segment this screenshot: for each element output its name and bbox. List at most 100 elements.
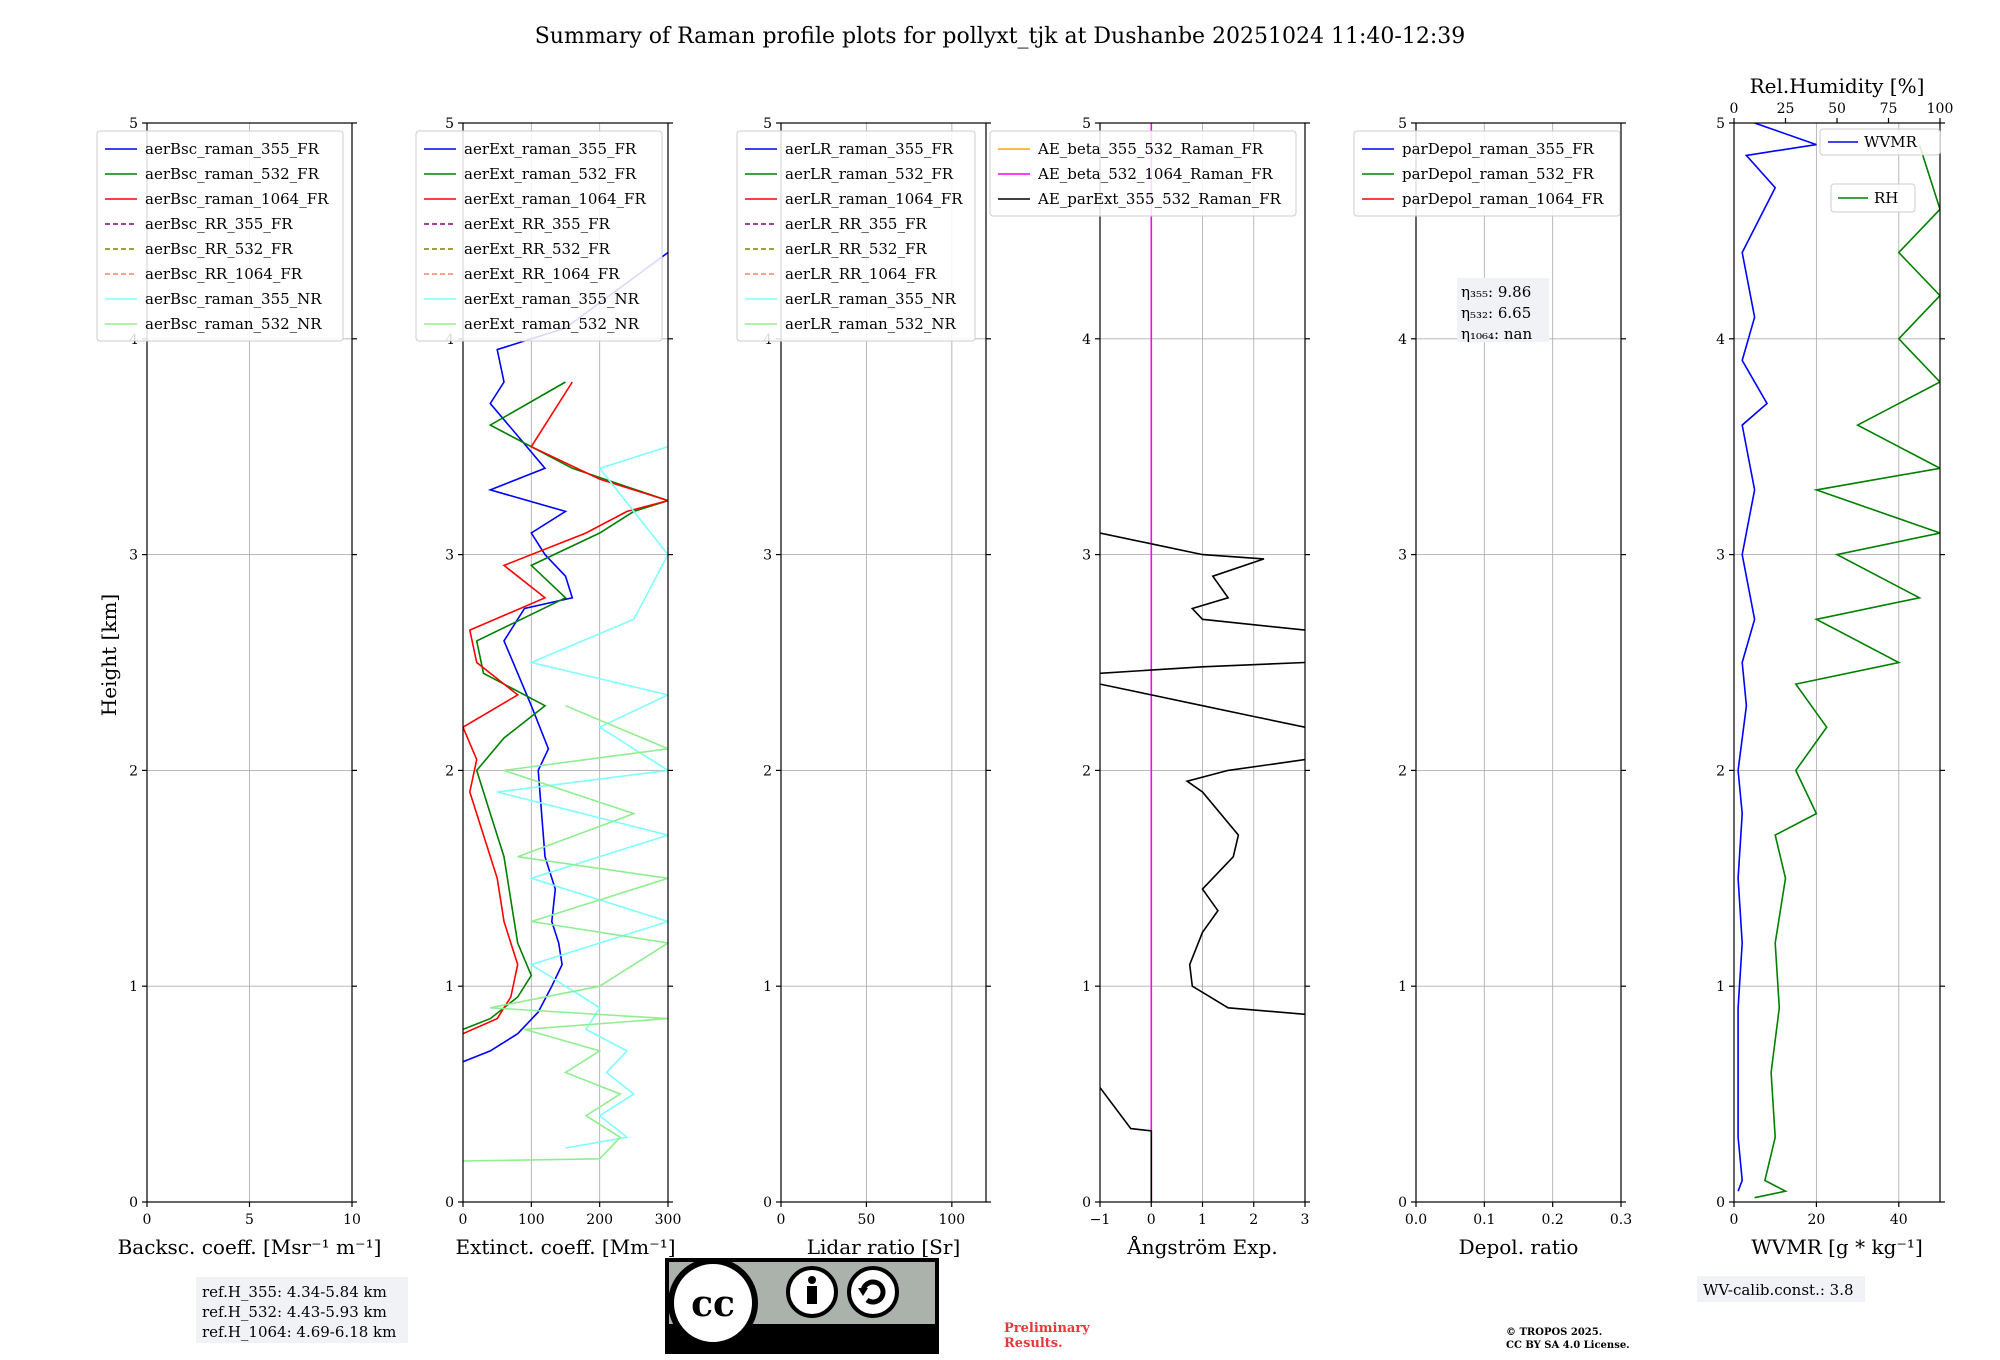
legend-label: aerExt_raman_1064_FR xyxy=(464,190,646,208)
legend-label: aerBsc_raman_1064_FR xyxy=(145,190,329,208)
y-tick-label: 4 xyxy=(1716,332,1725,348)
y-tick-label: 5 xyxy=(1398,116,1407,132)
x2-tick-label: 50 xyxy=(1828,101,1846,117)
panel-depol: 0 1 2 3 4 5 0.0 0.1 0.2 0.3 Depol. ratio parDepol_r… xyxy=(1353,116,1632,1259)
x2-tick-label: 0 xyxy=(1730,101,1739,117)
x-axis-label-wvmr: WVMR [g * kg⁻¹] xyxy=(1751,1235,1923,1259)
series-aerExt_raman_532_NR xyxy=(463,704,668,1162)
axes-frame xyxy=(780,122,987,1203)
y-tick-label: 0 xyxy=(445,1195,454,1211)
x-tick-label: 1 xyxy=(1198,1212,1207,1228)
legend-label: RH xyxy=(1874,189,1898,207)
y-tick-label: 0 xyxy=(129,1195,138,1211)
x-tick-label: 40 xyxy=(1890,1212,1908,1228)
y-tick-label: 1 xyxy=(1082,979,1091,995)
legend-label: AE_beta_355_532_Raman_FR xyxy=(1037,140,1264,158)
svg-text:cc: cc xyxy=(691,1283,735,1325)
x-tick-label: 0.0 xyxy=(1405,1212,1427,1228)
y-tick-label: 5 xyxy=(1716,116,1725,132)
legend-label: aerLR_raman_532_NR xyxy=(785,315,956,333)
cc-license-badge: cc BY SA xyxy=(665,1258,939,1354)
series-group xyxy=(1100,123,1305,1202)
y-tick-label: 0 xyxy=(1716,1195,1725,1211)
legend-label: WVMR xyxy=(1864,133,1918,151)
legend-label: aerLR_RR_532_FR xyxy=(785,240,927,258)
ref-h-355: ref.H_355: 4.34-5.84 km xyxy=(202,1283,387,1301)
series-AE_parExt_355_532_Raman_FR xyxy=(1100,532,1305,631)
legend-depol: parDepol_raman_355_FR parDepol_raman_532_… xyxy=(1353,130,1621,217)
depol-eta-0: η₃₅₅: 9.86 xyxy=(1461,283,1531,301)
wv-calib-text: WV-calib.const.: 3.8 xyxy=(1703,1281,1854,1299)
copyright-line-2: CC BY SA 4.0 License. xyxy=(1506,1340,1630,1351)
x-tick-label: 3 xyxy=(1301,1212,1310,1228)
series-AE_parExt_355_532_Raman_FR xyxy=(1100,683,1305,728)
preliminary-label-2: Results. xyxy=(1004,1336,1063,1351)
y-tick-label: 3 xyxy=(763,548,772,564)
y-tick-label: 5 xyxy=(445,116,454,132)
x-tick-label: 0.2 xyxy=(1542,1212,1564,1228)
panel-backscatter: 0123450510Backsc. coeff. [Msr⁻¹ m⁻¹]aerB… xyxy=(96,116,382,1259)
legend-frame xyxy=(1819,128,1941,156)
x-axis-label-extinction: Extinct. coeff. [Mm⁻¹] xyxy=(455,1235,675,1259)
x-tick-label: 0 xyxy=(143,1212,152,1228)
x-tick-label: 20 xyxy=(1807,1212,1825,1228)
y-tick-label: 2 xyxy=(1082,763,1091,779)
legend-rh: RH xyxy=(1830,183,1916,213)
x-axis-label-depol: Depol. ratio xyxy=(1459,1235,1579,1259)
x-tick-label: 2 xyxy=(1249,1212,1258,1228)
y-tick-label: 0 xyxy=(763,1195,772,1211)
axes-frame xyxy=(1733,122,1941,1203)
y-tick-label: 0 xyxy=(1398,1195,1407,1211)
x-tick-label: 300 xyxy=(655,1212,682,1228)
depol-eta-1: η₅₃₂: 6.65 xyxy=(1461,304,1531,322)
legend-lidar_ratio: aerLR_raman_355_FR aerLR_raman_532_FR aerL… xyxy=(736,130,976,342)
x2-tick-label: 75 xyxy=(1880,101,1898,117)
panel-lidar_ratio: 012345050100Lidar ratio [Sr]aerLR_raman_… xyxy=(736,116,991,1259)
panels: 0123450510Backsc. coeff. [Msr⁻¹ m⁻¹]aerB… xyxy=(96,74,1954,1259)
y-tick-label: 2 xyxy=(1398,763,1407,779)
series-AE_parExt_355_532_Raman_FR xyxy=(1185,758,1305,1016)
legend-label: parDepol_raman_1064_FR xyxy=(1402,190,1604,208)
x-tick-label: 100 xyxy=(518,1212,545,1228)
y-tick-label: 1 xyxy=(763,979,772,995)
figure-title: Summary of Raman profile plots for polly… xyxy=(535,24,1466,49)
y-tick-label: 1 xyxy=(129,979,138,995)
legend-label: AE_beta_532_1064_Raman_FR xyxy=(1037,165,1273,183)
legend-label: aerLR_raman_355_FR xyxy=(785,140,954,158)
panel-extinction: 0123450100200300Extinct. coeff. [Mm⁻¹]ae… xyxy=(415,116,682,1259)
legend-label: aerBsc_RR_1064_FR xyxy=(145,265,303,283)
y-tick-label: 2 xyxy=(445,763,454,779)
x-tick-label: 0.1 xyxy=(1473,1212,1495,1228)
legend-label: aerLR_RR_355_FR xyxy=(785,215,927,233)
axes-frame xyxy=(1415,122,1622,1203)
y-tick-label: 3 xyxy=(1082,548,1091,564)
svg-text:BY: BY xyxy=(795,1329,827,1353)
series-RH xyxy=(1754,144,1940,1199)
legend-frame xyxy=(96,130,344,342)
x2-axis-label: Rel.Humidity [%] xyxy=(1750,74,1925,98)
legend-label: aerBsc_raman_532_FR xyxy=(145,165,320,183)
y-tick-label: 5 xyxy=(1082,116,1091,132)
y-tick-label: 5 xyxy=(763,116,772,132)
legend-label: aerExt_raman_355_NR xyxy=(464,290,640,308)
x-tick-label: 5 xyxy=(245,1212,254,1228)
legend-frame xyxy=(1830,183,1916,213)
sa-share-icon xyxy=(847,1266,899,1318)
svg-text:SA: SA xyxy=(858,1329,888,1353)
y-tick-label: 0 xyxy=(1082,1195,1091,1211)
x2-tick-label: 100 xyxy=(1927,101,1954,117)
legend-label: aerExt_RR_1064_FR xyxy=(464,265,620,283)
series-aerExt_raman_1064_FR xyxy=(463,381,668,1035)
legend-backscatter: aerBsc_raman_355_FR aerBsc_raman_532_FRae… xyxy=(96,130,344,342)
y-tick-label: 1 xyxy=(1716,979,1725,995)
y-tick-label: 3 xyxy=(1716,548,1725,564)
x-axis-label-backscatter: Backsc. coeff. [Msr⁻¹ m⁻¹] xyxy=(118,1235,382,1259)
x-tick-label: 100 xyxy=(938,1212,965,1228)
legend-label: parDepol_raman_355_FR xyxy=(1402,140,1595,158)
legend-frame xyxy=(1353,130,1621,217)
legend-label: aerBsc_raman_355_FR xyxy=(145,140,320,158)
depol-eta-2: η₁₀₆₄: nan xyxy=(1461,325,1532,343)
legend-label: aerBsc_RR_355_FR xyxy=(145,215,293,233)
x-tick-label: 0 xyxy=(1147,1212,1156,1228)
